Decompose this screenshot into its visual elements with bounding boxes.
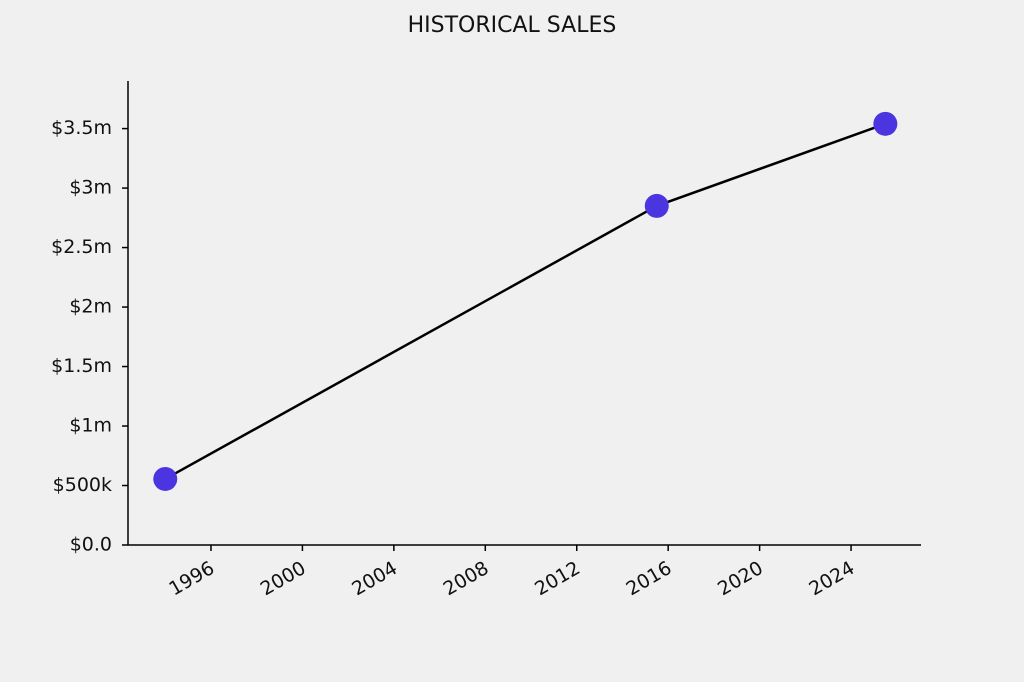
y-tick-label: $2m [69,296,112,318]
chart-title: HISTORICAL SALES [408,13,617,38]
y-tick-label: $500k [53,474,112,496]
y-tick-label: $0.0 [70,534,112,556]
y-tick-label: $1m [69,415,112,437]
point [644,193,669,218]
point [873,111,898,136]
y-tick-label: $1.5m [51,355,112,377]
y-tick-label: $3.5m [51,117,112,139]
y-tick-label: $3m [69,177,112,199]
point [153,466,178,491]
y-tick-label: $2.5m [51,236,112,258]
